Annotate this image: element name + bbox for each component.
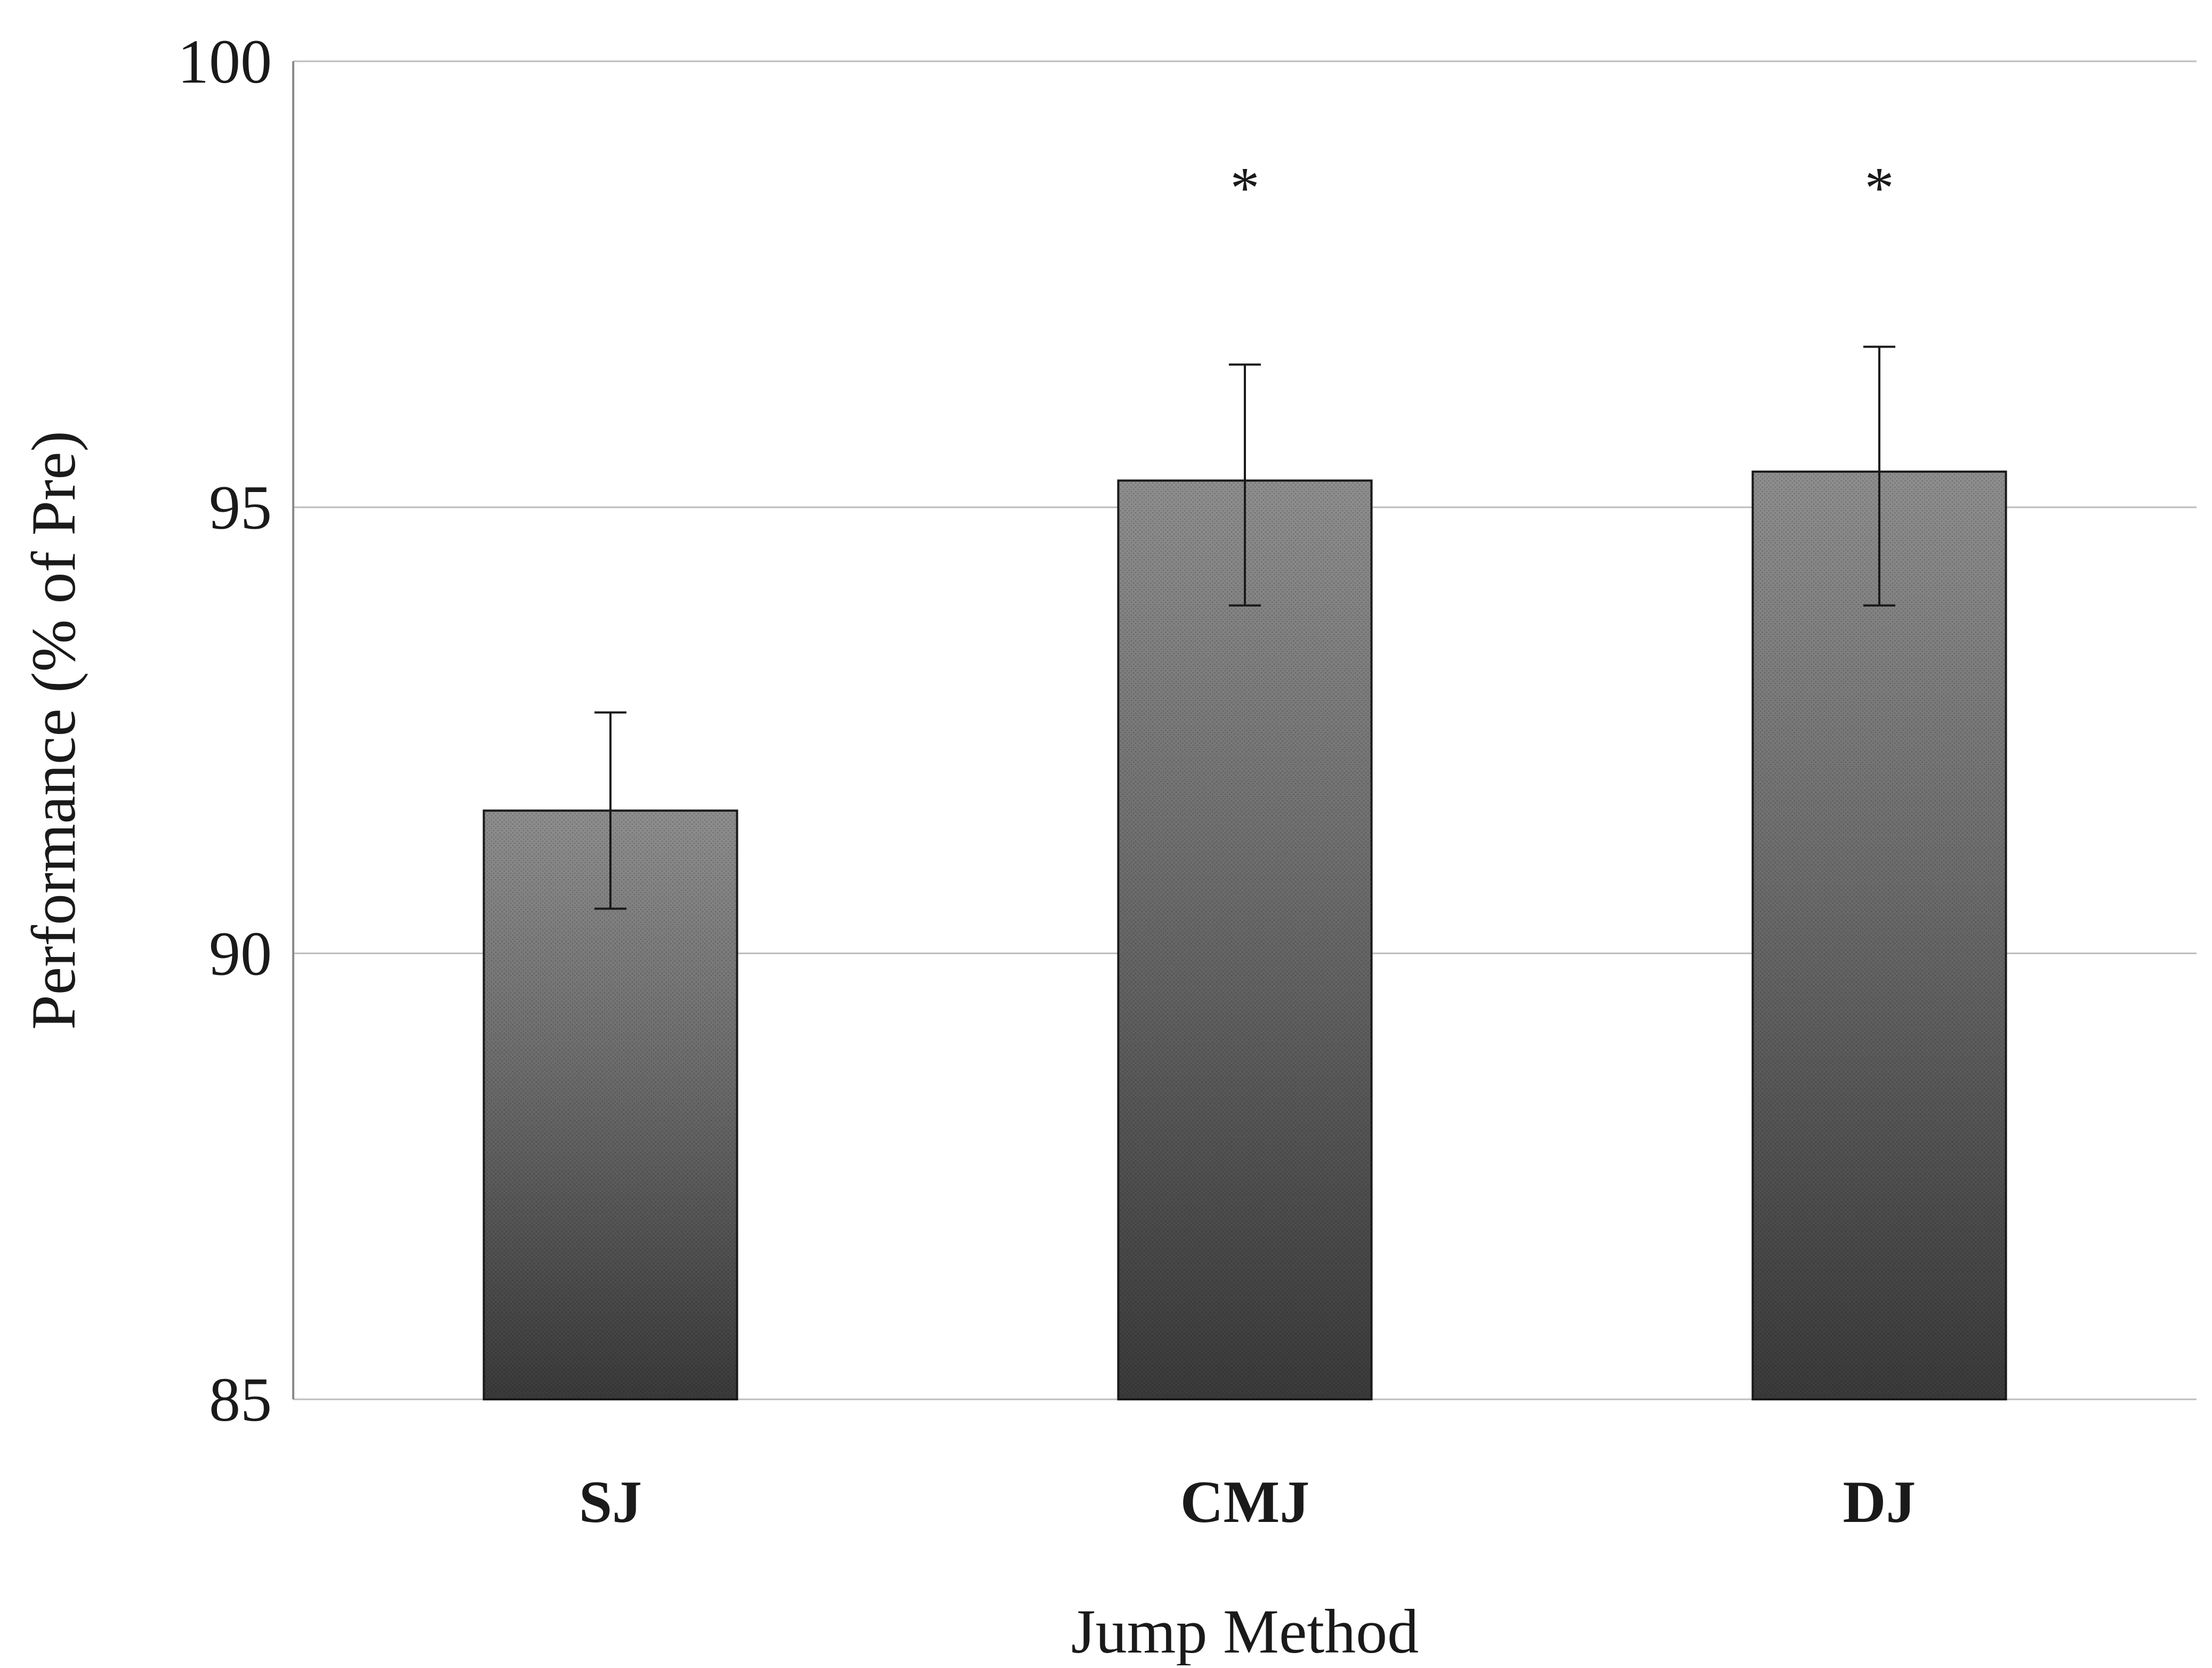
y-tick-label: 85: [209, 1365, 272, 1435]
y-tick-label: 95: [209, 473, 272, 543]
significance-marker: *: [1230, 155, 1260, 220]
y-axis-title: Performance (% of Pre): [19, 431, 89, 1030]
bar-texture-cmj: [1118, 480, 1372, 1399]
significance-marker: *: [1865, 155, 1894, 220]
y-tick-label: 90: [209, 918, 272, 988]
x-tick-label: CMJ: [1180, 1469, 1310, 1535]
x-tick-label: SJ: [579, 1469, 642, 1535]
x-tick-label: DJ: [1843, 1469, 1916, 1535]
y-tick-label: 100: [178, 27, 272, 96]
bar-texture-dj: [1752, 471, 2006, 1399]
x-axis-title: Jump Method: [1071, 1597, 1419, 1665]
